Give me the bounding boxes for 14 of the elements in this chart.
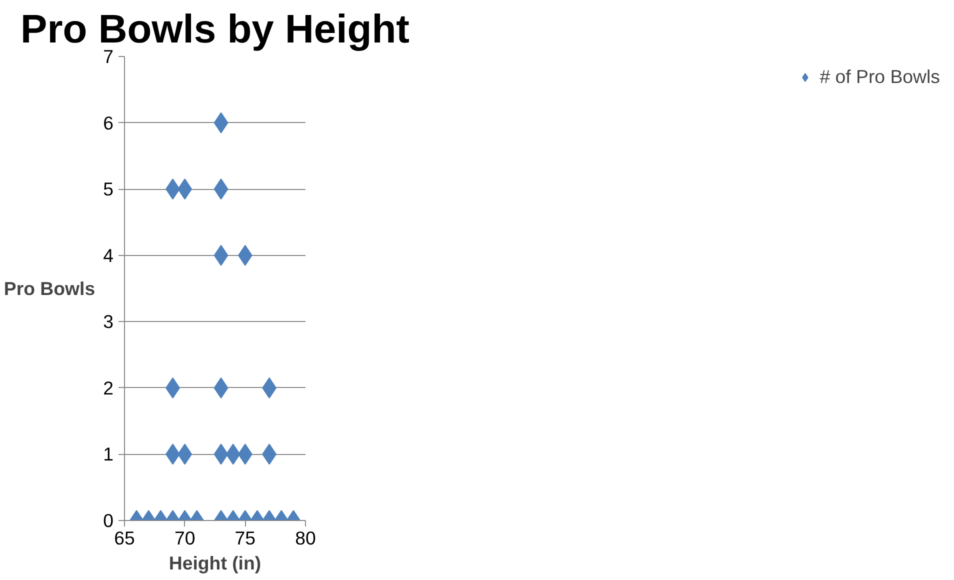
y-tick-label: 0 — [103, 510, 114, 531]
x-tick-label: 70 — [174, 528, 196, 548]
x-axis-title: Height (in) — [168, 552, 262, 574]
y-tick-label: 1 — [103, 444, 114, 465]
x-tick-label: 80 — [295, 528, 316, 548]
y-axis-title: Pro Bowls — [4, 278, 96, 299]
x-tick-label: 75 — [234, 528, 256, 548]
y-tick-label: 5 — [103, 178, 114, 200]
x-tick-label: 65 — [114, 528, 135, 548]
y-tick-label: 3 — [103, 311, 114, 332]
legend-label: # of Pro Bowls — [820, 66, 940, 88]
y-tick-label: 6 — [103, 112, 114, 134]
y-tick-label: 2 — [103, 377, 114, 398]
y-tick-label: 4 — [103, 244, 114, 266]
